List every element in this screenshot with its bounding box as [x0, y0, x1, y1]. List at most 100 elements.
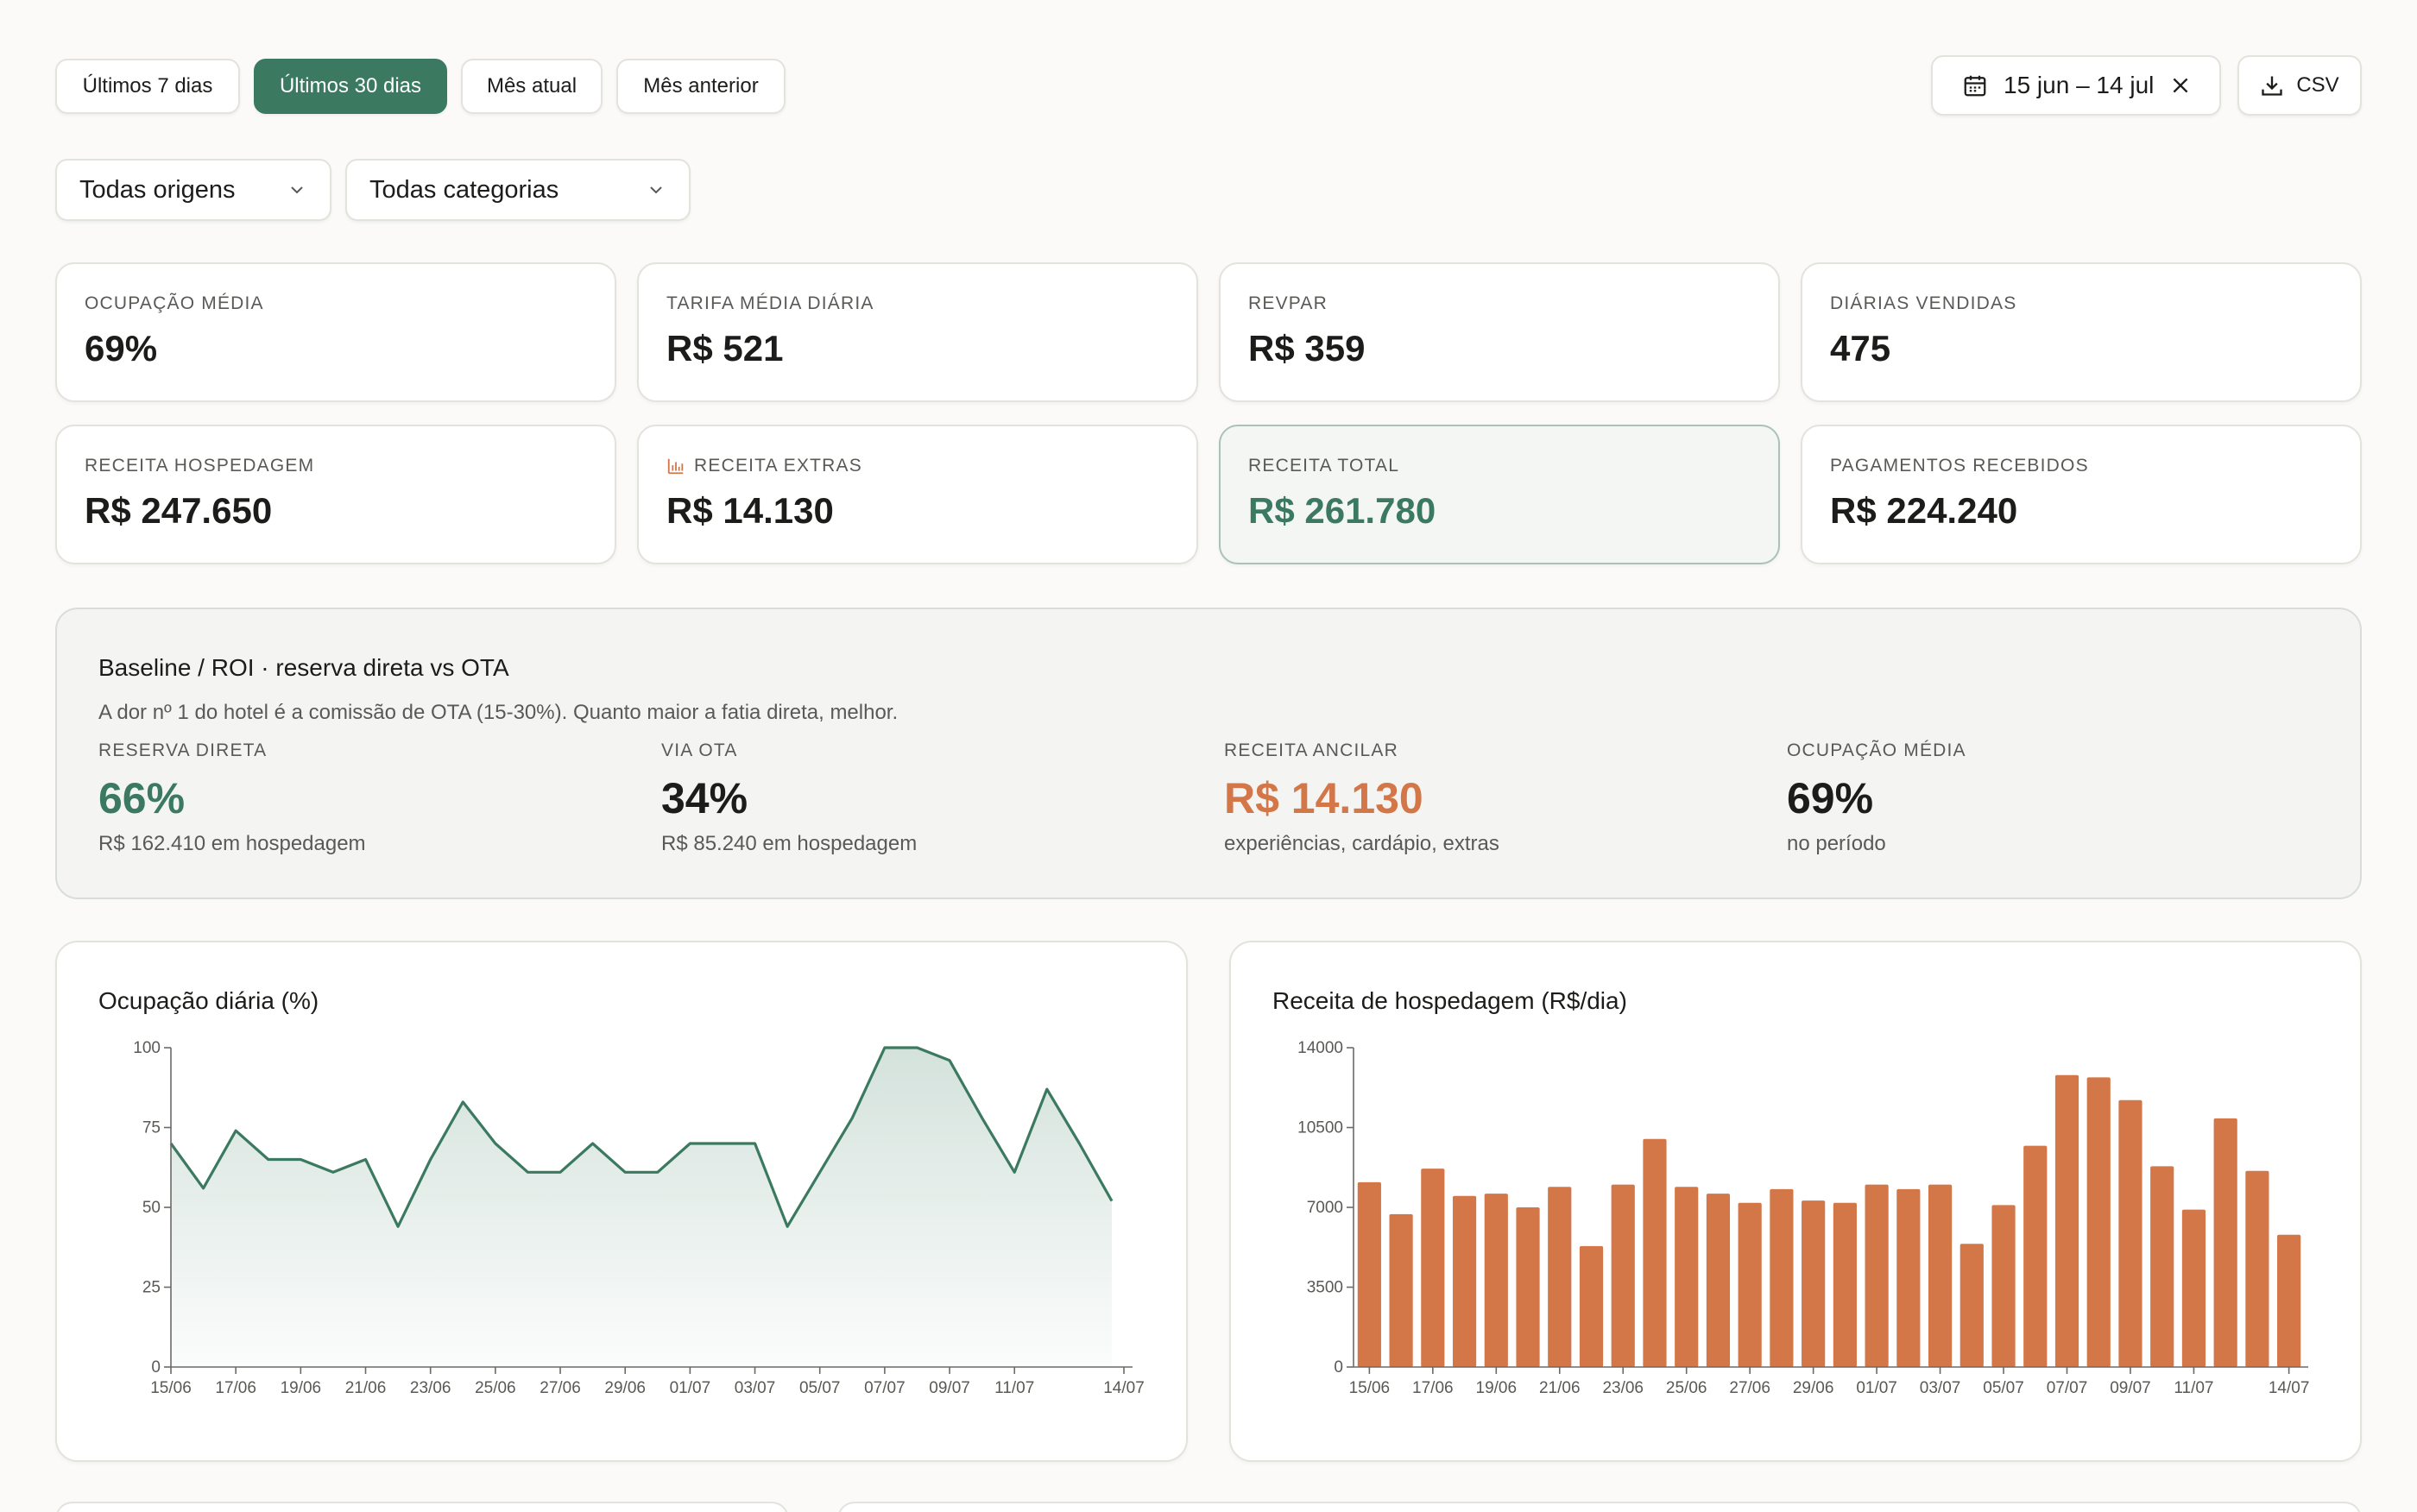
roi-panel: Baseline / ROI · reserva direta vs OTA A…: [55, 608, 2362, 899]
revenue-bar: [2023, 1145, 2048, 1367]
revenue-chart: 0 3500 7000 10500 14000 15/06 17/06 19/06 21/06 2…: [1297, 1039, 2309, 1397]
occupancy-area: [171, 1048, 1112, 1367]
x-tick-label: 15/06: [1349, 1379, 1391, 1397]
revenue-bar: [1675, 1187, 1699, 1367]
revenue-bar: [2213, 1118, 2237, 1367]
x-tick-label: 21/06: [345, 1379, 387, 1397]
roi-label: VIA OTA: [661, 740, 738, 760]
x-tick-label: 17/06: [1412, 1379, 1454, 1397]
csv-label: CSV: [2296, 73, 2339, 97]
close-icon[interactable]: [2169, 74, 2192, 97]
y-tick-label: 3500: [1307, 1279, 1343, 1297]
kpi-card-extras-revenue: RECEITA EXTRAS R$ 14.130: [637, 425, 1198, 564]
kpi-label-row: RECEITA EXTRAS: [666, 456, 1169, 476]
kpi-value: R$ 14.130: [666, 490, 834, 531]
revenue-bar: [1484, 1194, 1508, 1367]
revenue-bar: [1611, 1184, 1635, 1367]
x-tick-label: 15/06: [150, 1379, 192, 1397]
y-tick-label: 25: [142, 1279, 161, 1297]
kpi-card-occupancy: OCUPAÇÃO MÉDIA 69%: [55, 262, 616, 402]
kpi-value: R$ 224.240: [1830, 490, 2018, 531]
revenue-bar: [2181, 1209, 2206, 1367]
revenue-bar: [2245, 1170, 2269, 1367]
origin-select[interactable]: Todas origens: [55, 159, 331, 221]
roi-title: Baseline / ROI · reserva direta vs OTA: [98, 654, 509, 681]
kpi-card-revpar: REVPAR R$ 359: [1219, 262, 1780, 402]
kpi-value: 69%: [85, 328, 158, 369]
period-chip-7-days[interactable]: Últimos 7 dias: [55, 59, 240, 114]
revenue-bar: [1706, 1194, 1731, 1367]
y-tick-label: 100: [133, 1039, 161, 1057]
x-tick-label: 25/06: [475, 1379, 516, 1397]
y-tick-label: 0: [151, 1358, 161, 1377]
x-tick-label: 01/07: [670, 1379, 711, 1397]
roi-via-ota: VIA OTA 34% R$ 85.240 em hospedagem: [661, 740, 917, 856]
kpi-value: R$ 359: [1248, 328, 1366, 369]
x-tick-label: 27/06: [540, 1379, 581, 1397]
csv-export-button[interactable]: CSV: [2237, 55, 2362, 116]
revenue-bar: [1357, 1181, 1381, 1367]
revenue-bar: [1643, 1138, 1667, 1367]
x-tick-label: 03/07: [735, 1379, 776, 1397]
revenue-bar: [1579, 1245, 1604, 1367]
x-tick-label: 11/07: [2174, 1379, 2213, 1397]
kpi-value: R$ 261.780: [1248, 490, 1436, 531]
occupancy-chart-card: Ocupação diária (%) 0 25 50 75 100 15/06 17/06…: [55, 941, 1188, 1462]
y-tick-label: 75: [142, 1119, 161, 1137]
period-chip-current-month[interactable]: Mês atual: [461, 59, 603, 114]
x-tick-label: 23/06: [410, 1379, 451, 1397]
kpi-label: RECEITA TOTAL: [1248, 456, 1400, 476]
revenue-bar: [2150, 1166, 2174, 1367]
roi-note: R$ 162.410 em hospedagem: [98, 832, 366, 855]
roi-value: 66%: [98, 774, 186, 822]
bottom-card-left: [55, 1502, 789, 1512]
roi-note: no período: [1787, 832, 1886, 855]
kpi-value: 475: [1830, 328, 1891, 369]
occupancy-chart: 0 25 50 75 100 15/06 17/06 19/06 21/06 23/06 25/06…: [133, 1039, 1145, 1397]
x-tick-label: 07/07: [2047, 1379, 2088, 1397]
x-tick-label: 14/07: [1103, 1379, 1145, 1397]
revenue-bar: [1928, 1184, 1953, 1367]
period-chip-previous-month[interactable]: Mês anterior: [616, 59, 786, 114]
x-tick-label: 21/06: [1539, 1379, 1581, 1397]
calendar-icon: [1964, 75, 1986, 97]
kpi-value: R$ 521: [666, 328, 784, 369]
y-tick-label: 10500: [1297, 1119, 1343, 1137]
kpi-value: R$ 247.650: [85, 490, 273, 531]
chart-title: Ocupação diária (%): [98, 987, 319, 1014]
date-range-text: 15 jun – 14 jul: [2004, 72, 2155, 98]
origin-select-value: Todas origens: [79, 175, 236, 204]
roi-label: RESERVA DIRETA: [98, 740, 268, 760]
date-range-picker[interactable]: 15 jun – 14 jul: [1931, 55, 2221, 116]
x-tick-label: 03/07: [1920, 1379, 1961, 1397]
revenue-bar: [2118, 1099, 2142, 1367]
bottom-card-right: [837, 1502, 2362, 1512]
kpi-card-payments-received: PAGAMENTOS RECEBIDOS R$ 224.240: [1801, 425, 2362, 564]
revenue-bar: [1516, 1207, 1540, 1367]
category-select-value: Todas categorias: [369, 175, 559, 204]
revenue-bar: [1865, 1184, 1889, 1367]
category-select[interactable]: Todas categorias: [345, 159, 691, 221]
occupancy-line: [169, 1046, 1114, 1228]
revenue-bar: [1802, 1200, 1826, 1367]
x-tick-label: 09/07: [2110, 1379, 2151, 1397]
kpi-card-nights-sold: DIÁRIAS VENDIDAS 475: [1801, 262, 2362, 402]
revenue-bar: [1452, 1195, 1477, 1367]
kpi-label: TARIFA MÉDIA DIÁRIA: [666, 293, 874, 313]
revenue-bar: [1421, 1169, 1445, 1367]
y-tick-label: 50: [142, 1199, 161, 1217]
kpi-label: DIÁRIAS VENDIDAS: [1830, 293, 2017, 313]
roi-value: R$ 14.130: [1224, 774, 1423, 822]
revenue-bar: [2277, 1234, 2301, 1367]
y-tick-label: 0: [1334, 1358, 1343, 1377]
revenue-bar: [1991, 1205, 2016, 1367]
roi-label: RECEITA ANCILAR: [1224, 740, 1398, 760]
revenue-bar: [1389, 1213, 1413, 1367]
period-chip-30-days[interactable]: Últimos 30 dias: [254, 59, 447, 114]
revenue-bar: [1738, 1202, 1762, 1367]
roi-label: OCUPAÇÃO MÉDIA: [1787, 740, 1966, 760]
download-icon: [2262, 76, 2282, 96]
kpi-card-lodging-revenue: RECEITA HOSPEDAGEM R$ 247.650: [55, 425, 616, 564]
roi-average-occupancy: OCUPAÇÃO MÉDIA 69% no período: [1787, 740, 1966, 856]
x-tick-label: 09/07: [929, 1379, 970, 1397]
